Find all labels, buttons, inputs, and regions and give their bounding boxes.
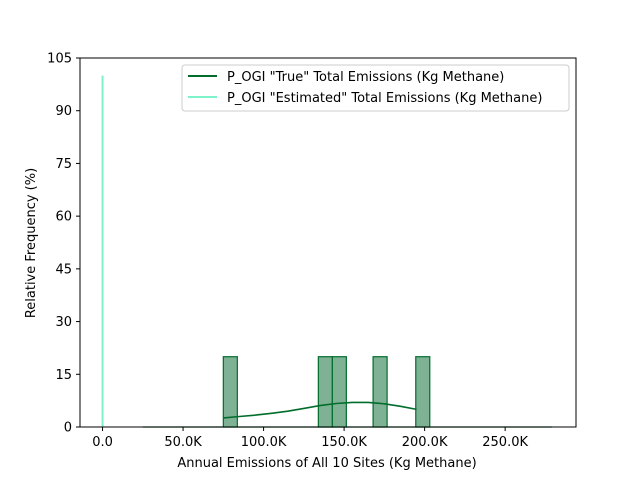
legend-label-true: P_OGI "True" Total Emissions (Kg Methane… (227, 70, 504, 85)
x-axis-label: Annual Emissions of All 10 Sites (Kg Met… (177, 456, 476, 471)
legend-label-estimated: P_OGI "Estimated" Total Emissions (Kg Me… (227, 91, 542, 106)
y-tick-label-5: 75 (55, 157, 72, 172)
y-tick-label-7: 105 (47, 52, 72, 67)
x-tick-label-1: 50.0K (164, 435, 202, 450)
plot-frame (79, 57, 577, 428)
histogram-bar-2 (331, 356, 347, 428)
y-tick-label-4: 60 (55, 210, 72, 225)
x-tick-label-5: 250.0K (482, 435, 528, 450)
histogram-bar-3 (372, 356, 388, 428)
y-axis-label: Relative Frequency (%) (24, 168, 39, 318)
series-lines (101, 75, 417, 427)
x-tick-label-4: 200.0K (402, 435, 448, 450)
legend: P_OGI "True" Total Emissions (Kg Methane… (181, 64, 570, 112)
x-tick-label-3: 150.0K (321, 435, 367, 450)
x-tick-label-2: 100.0K (241, 435, 287, 450)
x-tick-label-0: 0.0 (92, 435, 113, 450)
histogram-bar-1 (317, 356, 333, 428)
axes: 0.0 50.0K 100.0K 150.0K 200.0K 250.0K 0 15 30 45 6… (47, 52, 577, 450)
histogram-bar-4 (415, 356, 431, 428)
kde-curve-true (223, 401, 417, 419)
histogram-bars (142, 356, 552, 428)
y-tick-label-3: 45 (55, 262, 72, 277)
y-tick-label-2: 30 (55, 315, 72, 330)
y-tick-label-0: 0 (64, 421, 72, 436)
legend-frame (181, 64, 570, 112)
y-tick-label-1: 15 (55, 368, 72, 383)
y-tick-label-6: 90 (55, 104, 72, 119)
